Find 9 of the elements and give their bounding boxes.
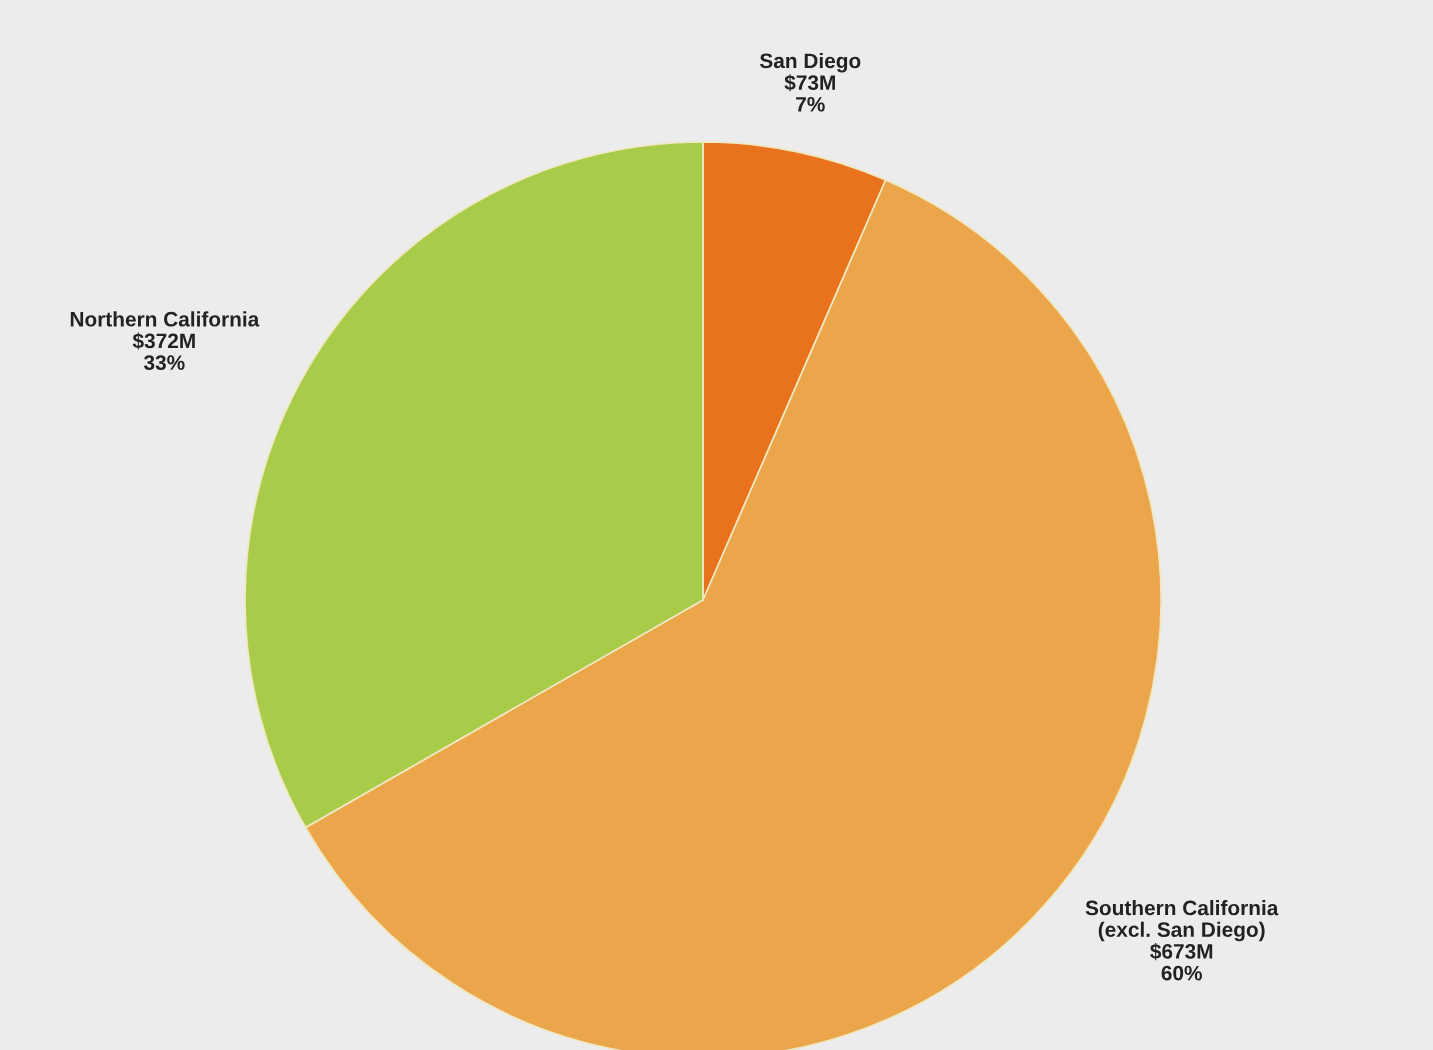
data-label: $73M xyxy=(784,74,835,92)
text: 33% xyxy=(143,355,185,370)
slice-label: Southern California (excl. San Diego) xyxy=(1085,900,1279,942)
text: 60% xyxy=(1161,965,1202,981)
data-label: $673M xyxy=(1150,943,1213,961)
slice-label: San Diego xyxy=(759,52,861,73)
data-label: $372M xyxy=(132,332,195,350)
slice-label: Northern California xyxy=(70,311,260,327)
text: 7% xyxy=(796,96,825,112)
